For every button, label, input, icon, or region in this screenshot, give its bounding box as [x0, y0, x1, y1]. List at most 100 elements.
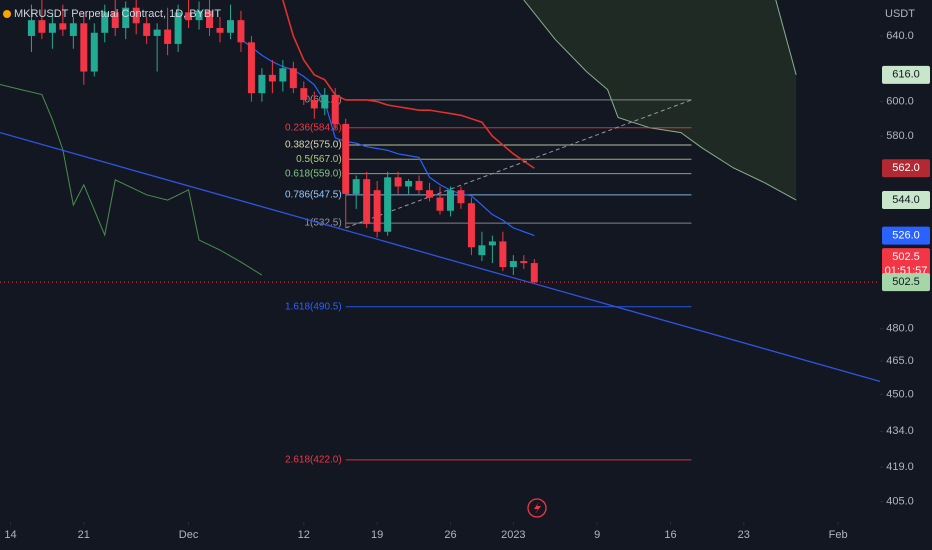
plot-area: 0(601.0)0.236(584.8)0.382(575.0)0.5(567.… [0, 0, 880, 465]
fib-label: 0.236(584.8) [285, 122, 342, 133]
candle-body [394, 177, 402, 187]
axes: 640.0 600.0 580.0 480.0 465.0 450.0 434.0 419.0… [4, 30, 930, 541]
y-axis-title: USDT [885, 8, 915, 20]
candle-body [363, 179, 371, 225]
candle-body [289, 68, 297, 89]
y-tick-label: 580.0 [886, 130, 914, 142]
candle-body [174, 12, 182, 44]
fib-label: 2.618(422.0) [285, 454, 342, 465]
candle-body [384, 177, 392, 232]
chart-title: MKRUSDT Perpetual Contract, 1D, BYBIT [14, 8, 221, 20]
x-tick-label: 21 [78, 529, 90, 541]
candle-body [258, 74, 266, 94]
candle-body [310, 99, 318, 109]
candle-body [90, 32, 98, 72]
candle-body [111, 12, 119, 29]
candle-body [352, 179, 360, 194]
candle-body [69, 23, 77, 36]
candle-body [27, 20, 35, 36]
x-tick-label: Dec [179, 529, 199, 541]
candle-body [132, 7, 140, 24]
candle-body [153, 29, 161, 36]
price-badge-label: 616.0 [892, 69, 920, 81]
candle-body [499, 241, 507, 268]
y-tick-label: 600.0 [886, 96, 914, 108]
x-tick-label: 26 [444, 529, 456, 541]
y-tick-label: 450.0 [886, 388, 914, 400]
candle-body [164, 29, 172, 44]
x-tick-label: 16 [664, 529, 676, 541]
candle-body [405, 180, 413, 187]
x-tick-label: Feb [829, 529, 848, 541]
price-badge [882, 191, 930, 210]
candle-body [488, 241, 496, 246]
candle-body [237, 20, 245, 43]
candle-body [457, 190, 465, 204]
symbol-icon [3, 10, 11, 18]
price-badge [882, 226, 930, 245]
candle-body [520, 261, 528, 264]
candle-body [38, 20, 46, 33]
y-tick-label: 434.0 [886, 425, 914, 437]
indicator-line [0, 83, 263, 276]
candle-body [509, 261, 517, 268]
fib-label: 1(532.5) [304, 218, 341, 229]
candle-body [279, 68, 287, 82]
candle-body [446, 190, 454, 211]
price-badge [882, 273, 930, 292]
fib-label: 0.786(547.5) [285, 189, 342, 200]
fib-label: 0.5(567.0) [296, 154, 342, 165]
candle-body [195, 10, 203, 21]
y-tick-label: 480.0 [886, 323, 914, 335]
price-badge [882, 248, 930, 281]
indicator-line [345, 99, 692, 229]
candle-body [321, 94, 329, 109]
candle-body [268, 74, 276, 82]
price-badge-label: 544.0 [892, 194, 920, 206]
x-tick-label: 9 [594, 529, 600, 541]
y-tick-label: 405.0 [886, 496, 914, 508]
candle-body [122, 7, 130, 29]
candle-body [206, 10, 214, 29]
candle-body [101, 12, 109, 33]
candle-body [436, 197, 444, 211]
candle-body [426, 190, 434, 198]
candle-body [342, 123, 350, 194]
price-badge-label: 502.5 [892, 276, 920, 288]
price-badge-label: 502.5 [892, 251, 920, 263]
candle-body [48, 23, 56, 33]
candle-body [467, 203, 475, 248]
indicator-line [0, 132, 880, 383]
x-tick-label: 2023 [501, 529, 525, 541]
candle-body [415, 180, 423, 191]
candle-body [143, 23, 151, 36]
candle-body [478, 245, 486, 256]
indicator-line [282, 0, 535, 169]
x-tick-label: 23 [738, 529, 750, 541]
x-tick-label: 19 [371, 529, 383, 541]
y-tick-label: 640.0 [886, 30, 914, 42]
candle-body [216, 28, 224, 33]
candle-body [80, 23, 88, 72]
x-tick-label: 14 [4, 529, 16, 541]
fib-label: 0.618(559.0) [285, 168, 342, 179]
price-badge-label: 526.0 [892, 230, 920, 242]
candle-body [226, 20, 234, 33]
y-tick-label: 419.0 [886, 461, 914, 473]
fib-label: 1.618(490.5) [285, 301, 342, 312]
candle-body [185, 12, 193, 21]
fib-label: 0.382(575.0) [285, 140, 342, 151]
candle-body [373, 190, 381, 232]
candle-body [59, 23, 67, 30]
x-tick-label: 12 [298, 529, 310, 541]
candle-body [530, 263, 538, 283]
candle-body [331, 94, 339, 124]
event-icon[interactable] [527, 498, 547, 518]
price-badge [882, 65, 930, 84]
price-badge-label: 562.0 [892, 162, 920, 174]
y-tick-label: 465.0 [886, 355, 914, 367]
candle-body [300, 88, 308, 100]
candle-body [247, 42, 255, 94]
